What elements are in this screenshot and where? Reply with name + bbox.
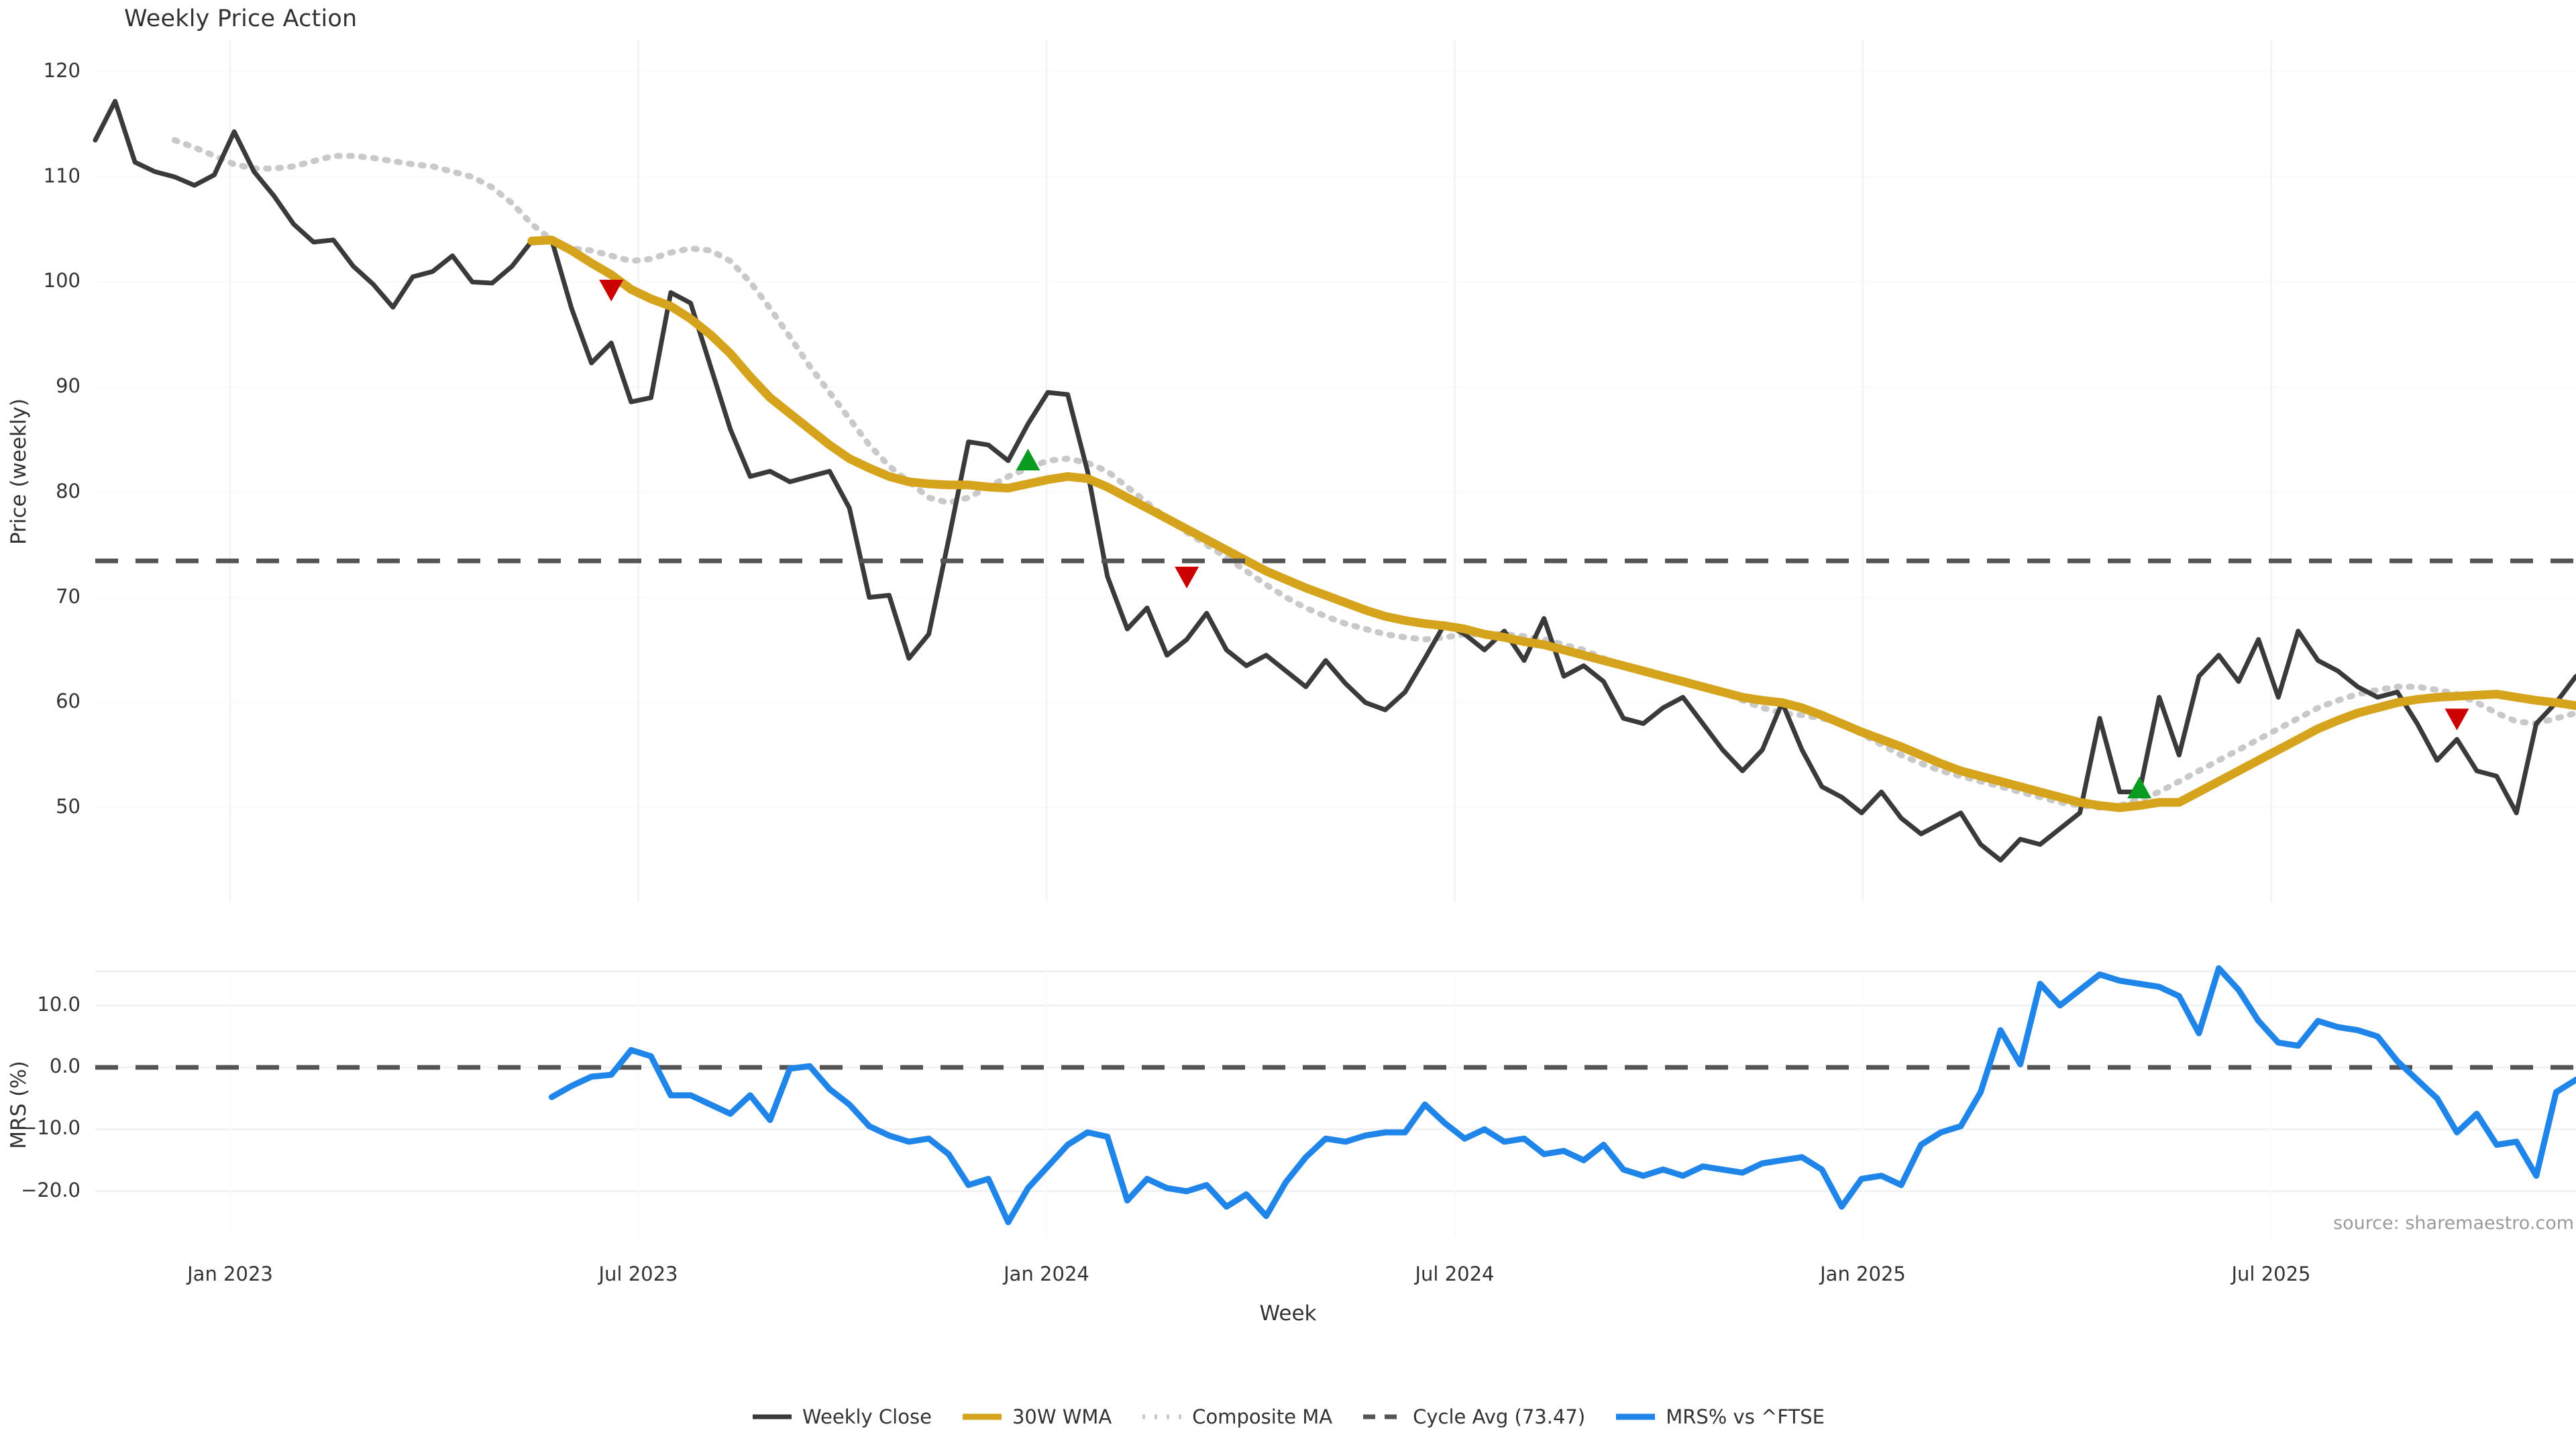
legend-swatch-icon — [753, 1414, 792, 1419]
series-weekly-close — [93, 99, 2576, 863]
mrs-y-tick: −10.0 — [21, 1116, 80, 1140]
mrs-y-tick: 10.0 — [37, 992, 80, 1016]
mrs-y-tick: 0.0 — [49, 1055, 80, 1078]
chart-canvas — [93, 40, 2576, 1238]
legend-item-composite-ma[interactable]: Composite MA — [1141, 1405, 1332, 1428]
page-title: Weekly Price Action — [124, 5, 358, 32]
buy-signal-marker — [2127, 776, 2152, 799]
price-y-tick: 100 — [43, 269, 80, 292]
series-composite-ma — [171, 137, 2576, 811]
price-y-tick: 90 — [56, 374, 80, 398]
legend-item-cycle-avg-73-47[interactable]: Cycle Avg (73.47) — [1362, 1405, 1585, 1428]
price-y-tick: 110 — [43, 164, 80, 187]
price-y-tick: 80 — [56, 479, 80, 502]
legend-label: Cycle Avg (73.47) — [1413, 1405, 1586, 1428]
x-axis-label: Week — [1259, 1301, 1317, 1326]
legend-swatch-icon — [962, 1413, 1002, 1420]
x-tick-jan-2025: Jan 2025 — [1820, 1263, 1906, 1285]
x-tick-jan-2023: Jan 2023 — [187, 1263, 273, 1285]
sell-signal-marker — [599, 279, 624, 302]
legend-label: Weekly Close — [802, 1405, 932, 1428]
legend-swatch-icon — [1142, 1414, 1182, 1419]
legend-item-30w-wma[interactable]: 30W WMA — [961, 1405, 1112, 1428]
legend-label: 30W WMA — [1012, 1405, 1112, 1428]
signal-markers — [599, 279, 2469, 799]
price-y-tick: 70 — [56, 584, 80, 608]
gridlines — [95, 40, 2576, 1238]
legend-swatch-icon — [1616, 1413, 1656, 1420]
buy-signal-marker — [1016, 448, 1040, 471]
mrs-y-tick: −20.0 — [21, 1178, 80, 1201]
series-30w-wma — [527, 235, 2576, 812]
series-mrs-vs-ftse — [548, 965, 2576, 1226]
x-tick-jul-2024: Jul 2024 — [1415, 1263, 1495, 1285]
legend-label: MRS% vs ^FTSE — [1666, 1405, 1825, 1428]
sell-signal-marker — [1175, 566, 1199, 589]
chart-legend: Weekly Close 30W WMA Composite MA Cycle Avg… — [0, 1405, 2576, 1428]
price-y-tick: 50 — [56, 794, 80, 818]
legend-item-mrs-vs-ftse[interactable]: MRS% vs ^FTSE — [1615, 1405, 1825, 1428]
legend-item-weekly-close[interactable]: Weekly Close — [751, 1405, 932, 1428]
data-series — [93, 99, 2576, 1226]
x-tick-jul-2025: Jul 2025 — [2231, 1263, 2311, 1285]
x-tick-jul-2023: Jul 2023 — [598, 1263, 678, 1285]
source-attribution: source: sharemaestro.com — [2333, 1213, 2575, 1234]
x-tick-jan-2024: Jan 2024 — [1004, 1263, 1089, 1285]
legend-label: Composite MA — [1192, 1405, 1333, 1428]
legend-swatch-icon — [1363, 1414, 1403, 1419]
price-y-tick: 60 — [56, 690, 80, 713]
sell-signal-marker — [2445, 708, 2469, 731]
price-y-tick: 120 — [43, 59, 80, 82]
